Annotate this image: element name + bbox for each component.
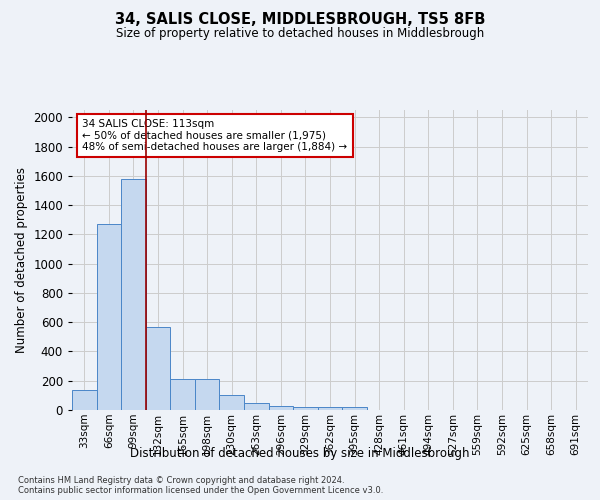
Bar	[342, 407, 367, 410]
Bar	[121, 179, 146, 410]
Bar	[244, 402, 269, 410]
Bar	[97, 224, 121, 410]
Bar	[170, 378, 195, 410]
Bar	[293, 407, 318, 410]
Text: Distribution of detached houses by size in Middlesbrough: Distribution of detached houses by size …	[130, 448, 470, 460]
Bar	[318, 407, 342, 410]
Y-axis label: Number of detached properties: Number of detached properties	[14, 167, 28, 353]
Text: 34, SALIS CLOSE, MIDDLESBROUGH, TS5 8FB: 34, SALIS CLOSE, MIDDLESBROUGH, TS5 8FB	[115, 12, 485, 28]
Bar	[269, 406, 293, 410]
Bar	[220, 396, 244, 410]
Text: 34 SALIS CLOSE: 113sqm
← 50% of detached houses are smaller (1,975)
48% of semi-: 34 SALIS CLOSE: 113sqm ← 50% of detached…	[82, 119, 347, 152]
Text: Size of property relative to detached houses in Middlesbrough: Size of property relative to detached ho…	[116, 28, 484, 40]
Bar	[72, 390, 97, 410]
Text: Contains HM Land Registry data © Crown copyright and database right 2024.
Contai: Contains HM Land Registry data © Crown c…	[18, 476, 383, 495]
Bar	[195, 378, 220, 410]
Bar	[146, 326, 170, 410]
